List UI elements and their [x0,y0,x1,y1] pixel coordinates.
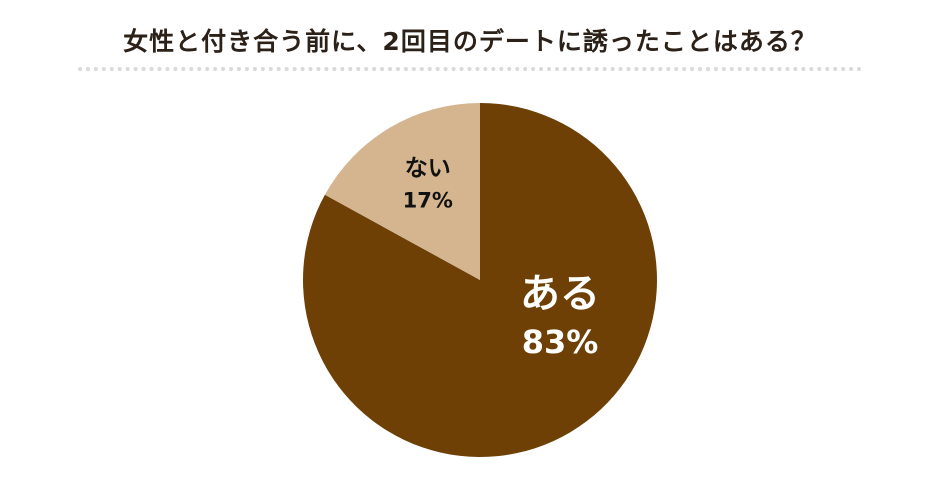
pie-slice-label-1: ない [405,156,451,182]
pie-slice-label-0: ある [520,271,600,317]
pie-slice-0 [303,103,657,457]
pie-slice-value-1: 17% [403,189,453,213]
title-divider [78,67,862,71]
pie-slice-1 [324,102,480,280]
chart-title: 女性と付き合う前に、2回目のデートに誘ったことはある？ [123,27,817,56]
pie-slice-value-0: 83% [522,323,599,361]
